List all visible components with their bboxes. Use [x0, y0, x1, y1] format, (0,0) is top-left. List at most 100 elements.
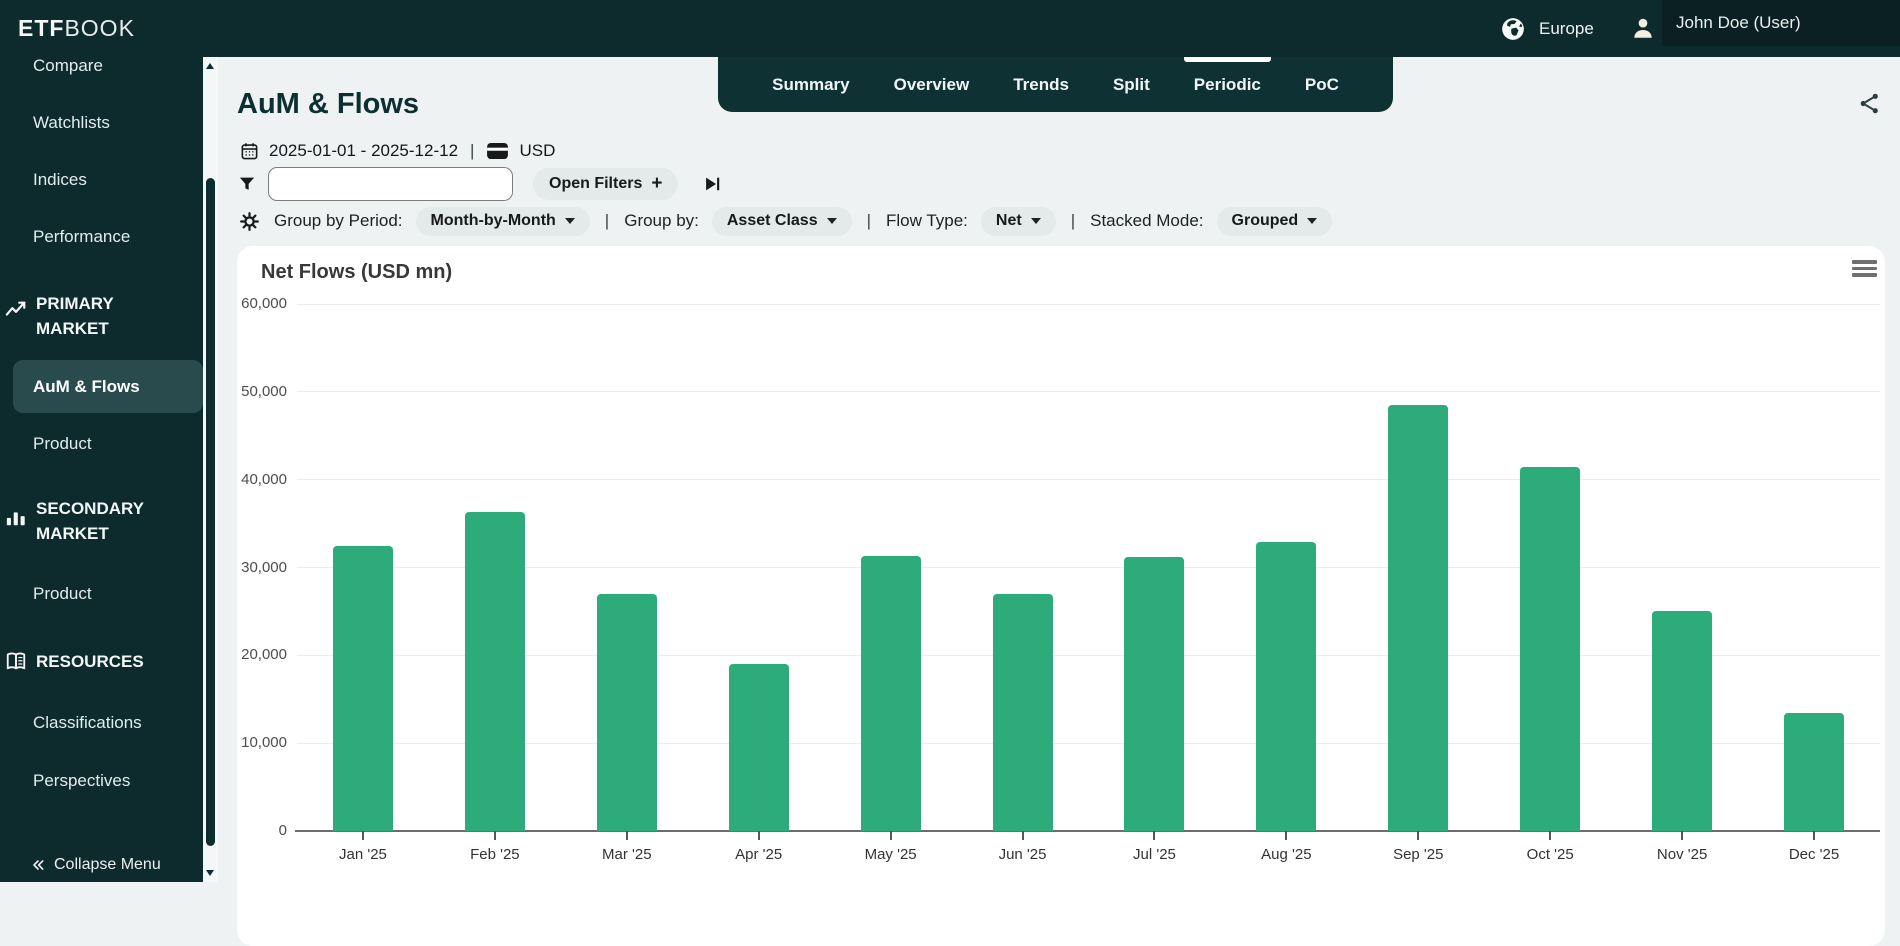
x-axis-tick [889, 831, 892, 840]
logo-bold-part: ETF [18, 15, 65, 41]
gridline [297, 303, 1880, 305]
x-axis-tick [1417, 831, 1420, 840]
open-filters-label: Open Filters [549, 175, 643, 192]
dropdown-value: Net [995, 212, 1022, 229]
sidebar-item-product-secondary[interactable]: Product [33, 584, 92, 603]
bar-sep-25[interactable] [1388, 405, 1449, 831]
group-by-dropdown[interactable]: Asset Class [711, 206, 852, 236]
bar-jun-25[interactable] [992, 593, 1053, 831]
group-by-label: Group by: [624, 211, 699, 230]
tab-overview[interactable]: Overview [893, 74, 970, 94]
y-axis-label: 10,000 [241, 734, 287, 752]
bar-feb-25[interactable] [464, 512, 525, 831]
sidebar-item-indices[interactable]: Indices [33, 170, 87, 189]
x-axis-tick [757, 831, 760, 840]
scroll-down-arrow[interactable] [206, 870, 214, 876]
separator: | [604, 211, 610, 230]
sidebar-item-aum-flows[interactable]: AuM & Flows [13, 360, 203, 413]
x-axis-label: Feb '25 [470, 846, 520, 863]
top-bar: ETF BOOK Europe John Doe (User) [0, 0, 1900, 57]
sidebar-item-watchlists[interactable]: Watchlists [33, 113, 110, 132]
region-selector[interactable]: Europe [1500, 0, 1594, 57]
x-axis-label: Mar '25 [602, 846, 652, 863]
share-button[interactable] [1858, 92, 1881, 115]
gridline [297, 391, 1880, 393]
group-by-period-dropdown[interactable]: Month-by-Month [415, 206, 590, 236]
sidebar-section-secondary-market: SECONDARY MARKET [36, 499, 144, 543]
currency-value[interactable]: USD [519, 141, 556, 160]
flow-type-dropdown[interactable]: Net [980, 206, 1056, 236]
x-axis-label: Aug '25 [1261, 846, 1312, 863]
x-axis-tick [1681, 831, 1684, 840]
bar-dec-25[interactable] [1784, 713, 1845, 831]
dropdown-value: Asset Class [726, 212, 818, 229]
x-axis-label: Nov '25 [1656, 846, 1708, 863]
x-axis-label: Sep '25 [1393, 846, 1444, 863]
bar-nov-25[interactable] [1652, 611, 1713, 831]
stacked-mode-dropdown[interactable]: Grouped [1216, 206, 1333, 236]
bar-mar-25[interactable] [596, 593, 657, 831]
tab-periodic[interactable]: Periodic [1183, 57, 1271, 112]
sidebar-item-label: AuM & Flows [33, 376, 140, 396]
y-axis-label: 50,000 [241, 382, 287, 400]
bar-jan-25[interactable] [332, 545, 393, 831]
caret-down-icon [564, 218, 575, 224]
sidebar-item-product-primary[interactable]: Product [33, 434, 92, 453]
filter-input[interactable] [268, 167, 513, 201]
gridline [297, 567, 1880, 568]
sidebar-item-classifications[interactable]: Classifications [33, 713, 142, 732]
book-icon [5, 650, 27, 672]
filter-row: Open Filters + [238, 166, 721, 202]
bar-aug-25[interactable] [1256, 542, 1317, 831]
gridline [297, 479, 1880, 481]
tab-trends[interactable]: Trends [1013, 74, 1069, 94]
x-axis-label: Jul '25 [1133, 846, 1176, 863]
bar-apr-25[interactable] [728, 664, 789, 831]
sidebar-section-primary-market: PRIMARY MARKET [36, 294, 114, 338]
x-axis-label: May '25 [864, 846, 917, 863]
y-axis-label: 40,000 [241, 470, 287, 488]
x-axis-tick [625, 831, 628, 840]
tab-split[interactable]: Split [1112, 74, 1150, 94]
dropdown-value: Month-by-Month [430, 212, 556, 229]
scroll-up-arrow[interactable] [206, 63, 214, 69]
plot-area: 0 10,000 20,000 30,000 40,000 50,000 60,000 Jan… [241, 295, 1880, 863]
date-currency-row: 2025-01-01 - 2025-12-12 | USD [240, 138, 555, 164]
bar-jul-25[interactable] [1124, 556, 1185, 831]
x-axis-tick [1021, 831, 1024, 840]
bar-may-25[interactable] [860, 556, 921, 831]
x-axis-tick [1549, 831, 1552, 840]
stacked-mode-label: Stacked Mode: [1090, 211, 1204, 230]
y-axis-label: 60,000 [241, 295, 287, 312]
chevrons-left-icon [30, 857, 46, 873]
trending-up-icon [5, 299, 27, 321]
filter-funnel-icon [238, 174, 256, 194]
bar-oct-25[interactable] [1520, 467, 1581, 831]
chart-menu-button[interactable] [1852, 260, 1877, 280]
gridline [297, 742, 1880, 744]
gear-icon [240, 211, 259, 231]
sidebar-item-perspectives[interactable]: Perspectives [33, 771, 131, 790]
scrollbar-thumb[interactable] [206, 178, 215, 846]
sidebar-item-compare[interactable]: Compare [33, 56, 103, 75]
logo-light-part: BOOK [64, 15, 135, 41]
x-axis-label: Apr '25 [735, 846, 783, 863]
skip-forward-icon[interactable] [704, 176, 721, 192]
separator: | [1070, 211, 1076, 230]
y-axis-label: 0 [278, 822, 287, 839]
x-axis-label: Oct '25 [1526, 846, 1574, 863]
date-range-value[interactable]: 2025-01-01 - 2025-12-12 [269, 141, 459, 160]
collapse-menu-button[interactable]: Collapse Menu [0, 847, 203, 882]
user-menu-button[interactable]: John Doe (User) [1662, 0, 1900, 46]
caret-down-icon [1307, 218, 1318, 224]
view-tabs: Summary Overview Trends Split Periodic P… [718, 57, 1393, 112]
tab-poc[interactable]: PoC [1304, 74, 1339, 94]
open-filters-button[interactable]: Open Filters + [533, 168, 679, 200]
x-axis-tick [1813, 831, 1816, 840]
caret-down-icon [1030, 218, 1041, 224]
x-axis-label: Jun '25 [998, 846, 1047, 863]
sidebar-item-performance[interactable]: Performance [33, 227, 131, 246]
sidebar-scrollbar[interactable] [203, 57, 218, 882]
user-area: John Doe (User) [1630, 0, 1900, 57]
tab-summary[interactable]: Summary [772, 74, 850, 94]
